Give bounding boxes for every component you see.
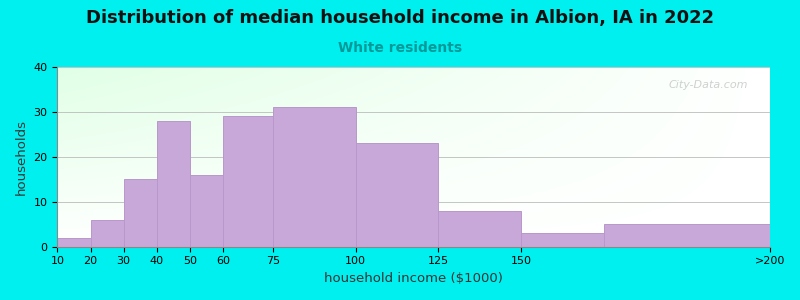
Bar	[157, 121, 190, 247]
Bar	[438, 211, 522, 247]
Bar	[356, 143, 438, 247]
Text: City-Data.com: City-Data.com	[669, 80, 749, 90]
Bar	[124, 179, 157, 247]
Bar	[90, 220, 124, 247]
X-axis label: household income ($1000): household income ($1000)	[324, 272, 503, 285]
Bar	[604, 224, 770, 247]
Y-axis label: households: households	[15, 119, 28, 195]
Text: White residents: White residents	[338, 40, 462, 55]
Bar	[273, 107, 356, 247]
Bar	[223, 116, 273, 247]
Bar	[190, 175, 223, 247]
Bar	[522, 233, 604, 247]
Bar	[58, 238, 90, 247]
Text: Distribution of median household income in Albion, IA in 2022: Distribution of median household income …	[86, 9, 714, 27]
